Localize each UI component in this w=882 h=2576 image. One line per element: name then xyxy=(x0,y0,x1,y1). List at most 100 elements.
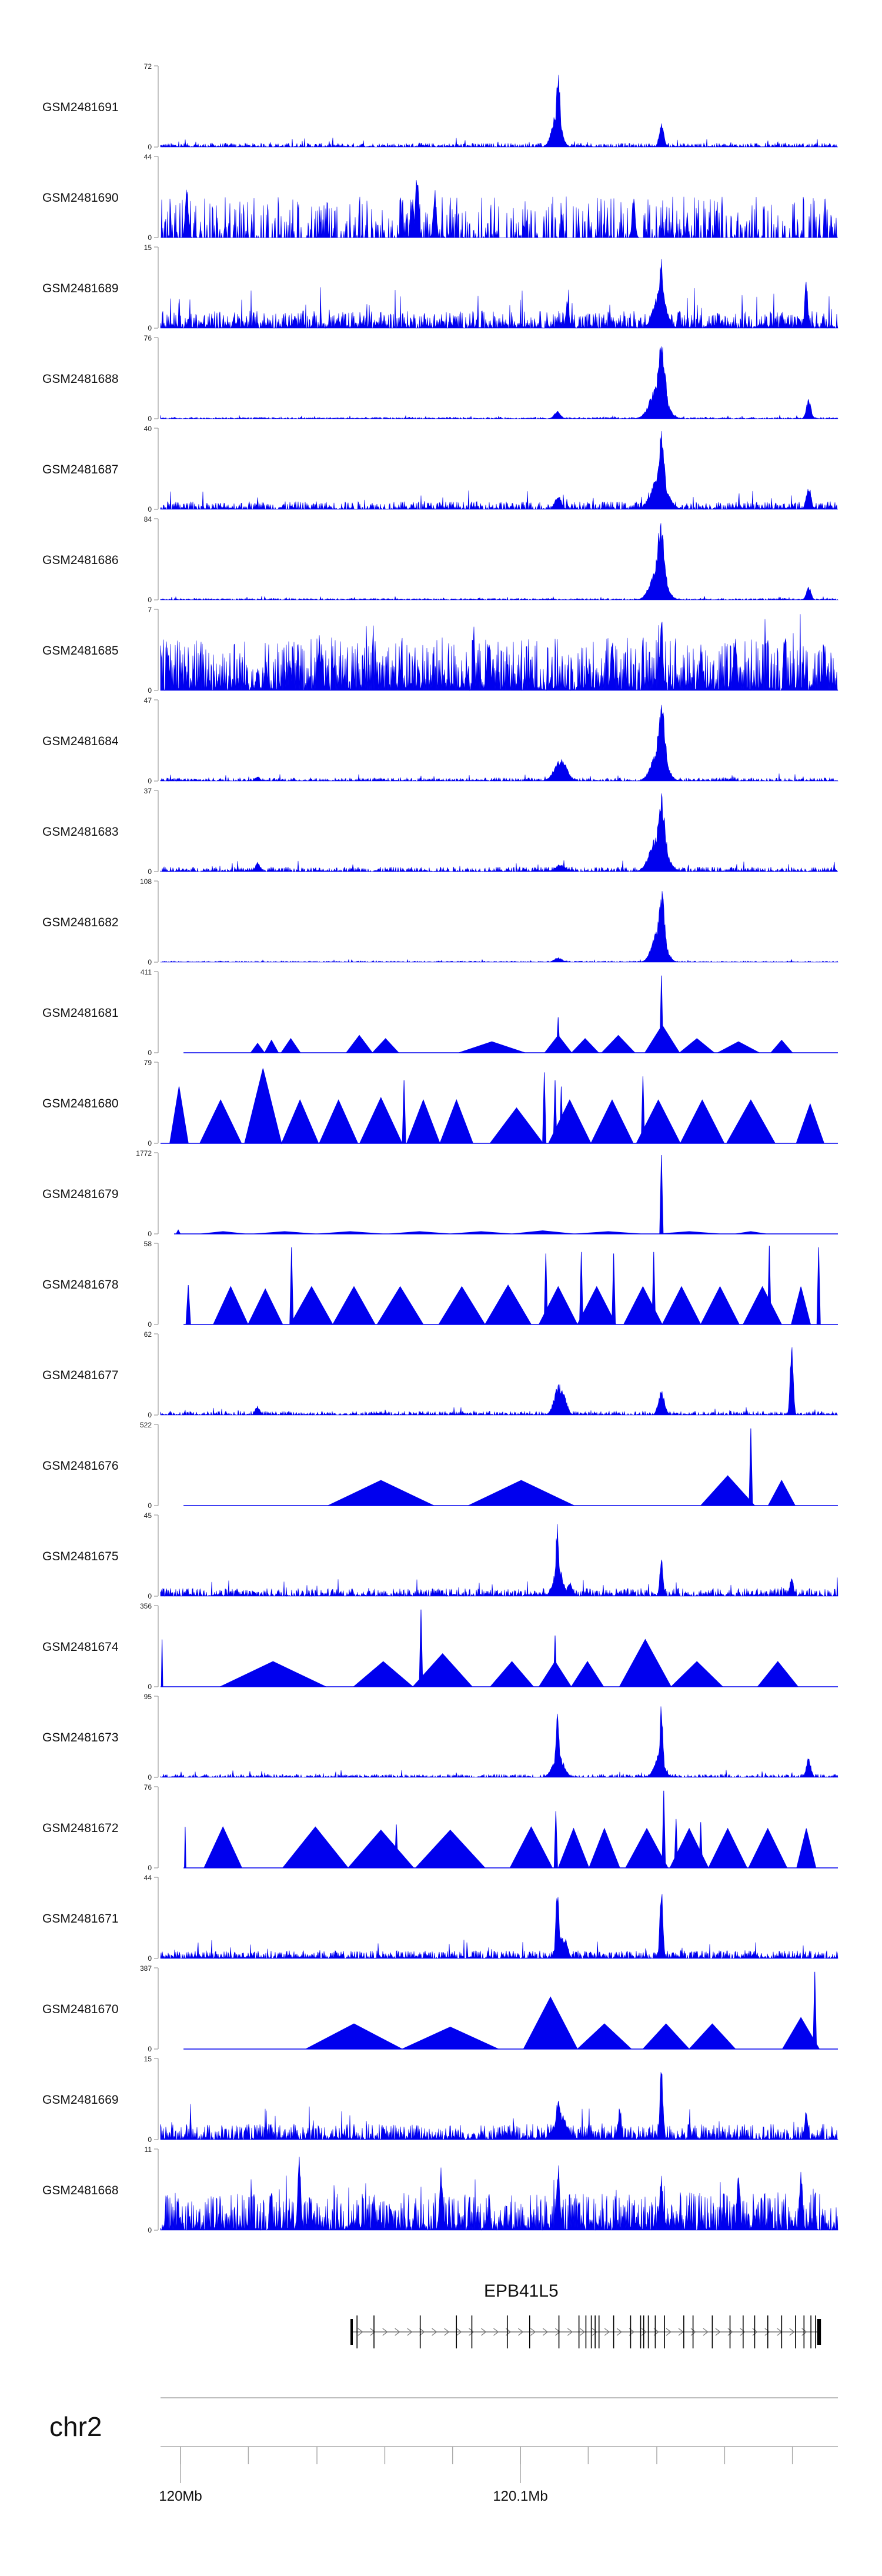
y-min-label: 0 xyxy=(148,233,152,242)
track-label: GSM2481676 xyxy=(42,1459,119,1473)
y-max-label: 1772 xyxy=(136,1149,152,1157)
y-min-label: 0 xyxy=(148,505,152,513)
strand-chevron xyxy=(579,2328,586,2336)
track-label: GSM2481679 xyxy=(42,1187,119,1201)
track-GSM2481684: GSM2481684 47 0 xyxy=(42,696,838,785)
coverage-area xyxy=(160,346,838,419)
track-label: GSM2481673 xyxy=(42,1731,119,1744)
coverage-area xyxy=(160,1347,838,1416)
y-max-label: 79 xyxy=(144,1059,152,1067)
strand-chevron xyxy=(493,2328,499,2336)
track-GSM2481673: GSM2481673 95 0 xyxy=(42,1693,838,1781)
coverage-area xyxy=(160,259,838,329)
coverage-area xyxy=(160,793,838,873)
track-GSM2481678: GSM2481678 58 0 xyxy=(42,1240,838,1329)
strand-chevron xyxy=(740,2328,746,2336)
strand-chevron xyxy=(764,2328,770,2336)
coverage-spike xyxy=(542,1072,547,1144)
strand-chevron xyxy=(641,2328,647,2336)
y-min-label: 0 xyxy=(148,1501,152,1510)
genome-axis: chr2 120Mb 120.1Mb xyxy=(49,2397,838,2504)
y-max-label: 108 xyxy=(140,877,152,886)
track-GSM2481687: GSM2481687 40 0 xyxy=(42,425,838,513)
gene-model: EPB41L5 xyxy=(350,2281,821,2348)
coverage-spike xyxy=(612,1253,616,1325)
track-GSM2481672: GSM2481672 76 0 xyxy=(42,1783,838,1872)
track-label: GSM2481683 xyxy=(42,825,119,839)
track-label: GSM2481670 xyxy=(42,2003,119,2016)
y-min-label: 0 xyxy=(148,1411,152,1419)
y-max-label: 95 xyxy=(144,1693,152,1701)
coverage-area xyxy=(160,2071,838,2141)
track-label: GSM2481680 xyxy=(42,1097,119,1110)
y-max-label: 15 xyxy=(144,243,152,252)
coverage-spike xyxy=(579,1252,584,1325)
track-GSM2481668: GSM2481668 11 0 xyxy=(42,2145,838,2234)
coverage-tracks: GSM2481691720GSM2481690440GSM2481689150G… xyxy=(42,62,838,2234)
y-min-label: 0 xyxy=(148,1320,152,1329)
gene-name: EPB41L5 xyxy=(484,2281,559,2301)
track-GSM2481669: GSM2481669 15 0 xyxy=(42,2055,838,2144)
y-min-label: 0 xyxy=(148,1139,152,1147)
track-GSM2481675: GSM2481675 45 0 xyxy=(42,1511,838,1600)
coverage-area xyxy=(160,2156,838,2231)
strand-chevron xyxy=(358,2328,363,2336)
track-GSM2481670: GSM2481670 387 0 xyxy=(42,1964,838,2053)
coverage-spike xyxy=(556,1017,560,1053)
coverage-area xyxy=(160,705,838,782)
coverage-spike xyxy=(553,1811,558,1868)
y-max-label: 44 xyxy=(144,1874,152,1882)
coverage-area xyxy=(161,179,838,239)
coverage-spike xyxy=(394,1824,399,1868)
coverage-spike xyxy=(289,1247,294,1325)
coverage-spike xyxy=(699,1822,703,1868)
y-min-label: 0 xyxy=(148,958,152,966)
coverage-spike xyxy=(640,1076,645,1144)
coverage-spike xyxy=(659,975,664,1053)
track-GSM2481677: GSM2481677 62 0 xyxy=(42,1330,838,1419)
coverage-spike xyxy=(816,1247,821,1325)
gene-last-exon xyxy=(817,2319,821,2345)
y-max-label: 522 xyxy=(140,1421,152,1429)
y-max-label: 37 xyxy=(144,787,152,795)
coverage-area xyxy=(183,1025,838,1053)
track-label: GSM2481671 xyxy=(42,1912,119,1926)
coverage-area xyxy=(160,1524,838,1597)
track-GSM2481676: GSM2481676 522 0 xyxy=(42,1421,838,1510)
y-min-label: 0 xyxy=(148,324,152,332)
track-label: GSM2481682 xyxy=(42,916,119,929)
track-GSM2481690: GSM2481690 44 0 xyxy=(42,153,838,242)
y-min-label: 0 xyxy=(148,2045,152,2053)
coverage-area xyxy=(160,1706,838,1778)
y-max-label: 7 xyxy=(148,606,152,614)
y-min-label: 0 xyxy=(148,777,152,785)
coverage-spike xyxy=(553,1080,557,1144)
y-max-label: 45 xyxy=(144,1511,152,1520)
y-max-label: 76 xyxy=(144,334,152,342)
coverage-area xyxy=(160,614,838,691)
coverage-spike xyxy=(662,1790,666,1868)
y-min-label: 0 xyxy=(148,686,152,695)
coverage-spike xyxy=(659,1154,664,1234)
y-min-label: 0 xyxy=(148,1592,152,1600)
strand-chevron xyxy=(419,2328,425,2336)
track-GSM2481688: GSM2481688 76 0 xyxy=(42,334,838,423)
strand-chevron xyxy=(469,2328,475,2336)
track-label: GSM2481688 xyxy=(42,372,119,386)
y-min-label: 0 xyxy=(148,867,152,876)
y-max-label: 411 xyxy=(141,968,152,976)
y-min-label: 0 xyxy=(148,1954,152,1963)
track-GSM2481681: GSM2481681 411 0 xyxy=(42,968,838,1057)
strand-chevron xyxy=(456,2328,462,2336)
chromosome-label: chr2 xyxy=(49,2411,102,2442)
y-max-label: 387 xyxy=(140,1964,152,1973)
coverage-spike xyxy=(543,1253,548,1325)
track-label: GSM2481685 xyxy=(42,644,119,658)
track-label: GSM2481691 xyxy=(42,101,119,114)
track-GSM2481689: GSM2481689 15 0 xyxy=(42,243,838,332)
axis-tick-label: 120Mb xyxy=(159,2488,202,2504)
y-max-label: 47 xyxy=(144,696,152,705)
coverage-area xyxy=(183,1284,838,1326)
coverage-area xyxy=(174,1229,838,1234)
track-label: GSM2481690 xyxy=(42,191,119,205)
